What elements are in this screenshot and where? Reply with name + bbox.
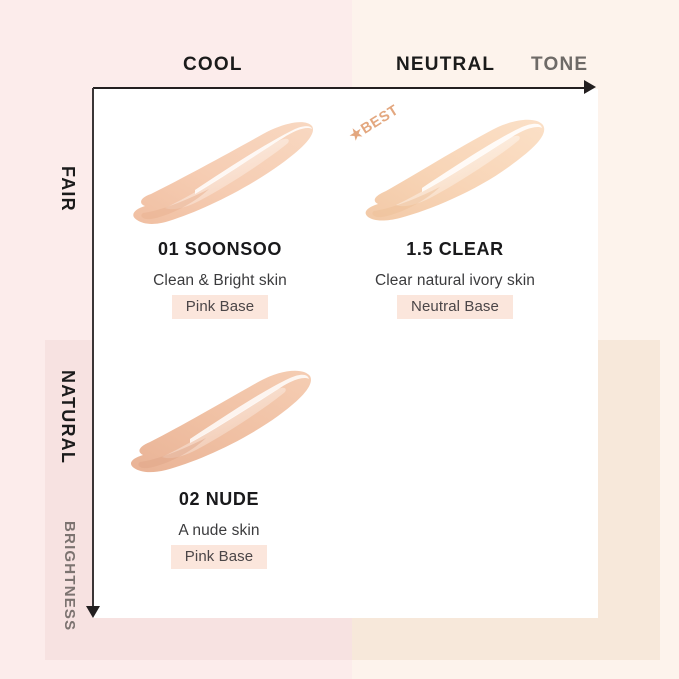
swatch-15-clear-icon xyxy=(365,119,545,221)
y-axis-title: BRIGHTNESS xyxy=(61,521,78,632)
x-tick-neutral: NEUTRAL xyxy=(396,54,496,75)
x-axis-line xyxy=(93,87,590,89)
base-badge-02: Pink Base xyxy=(170,545,268,569)
base-badge-15: Neutral Base xyxy=(397,295,513,319)
shade-cell-15-clear: ★BEST 1.5 CLE xyxy=(337,102,573,319)
x-tick-cool: COOL xyxy=(183,54,243,75)
y-axis-line xyxy=(92,88,94,610)
swatch-wrap-02 xyxy=(103,362,335,487)
shade-desc-02: A nude skin xyxy=(178,522,260,539)
shade-cell-02-nude: 02 NUDE A nude skin Pink Base xyxy=(103,362,335,569)
base-badge-01: Pink Base xyxy=(171,295,269,319)
shade-cell-01-soonsoo: 01 SOONSOO Clean & Bright skin Pink Base xyxy=(105,112,335,319)
shade-desc-15: Clear natural ivory skin xyxy=(374,272,536,289)
y-tick-fair: FAIR xyxy=(58,166,78,212)
swatch-wrap-15: ★BEST xyxy=(337,102,573,237)
swatch-01-soonsoo-icon xyxy=(133,122,314,224)
plot-area xyxy=(93,89,598,618)
x-axis-arrow-icon xyxy=(584,80,596,94)
y-tick-natural: NATURAL xyxy=(58,370,78,465)
y-axis-arrow-icon xyxy=(86,606,100,618)
x-axis-title: TONE xyxy=(531,54,589,75)
shade-name-01: 01 SOONSOO xyxy=(157,239,283,259)
swatch-02-nude-icon xyxy=(130,370,311,473)
shade-name-02: 02 NUDE xyxy=(178,489,260,509)
swatch-wrap-01 xyxy=(105,112,335,237)
shade-desc-01: Clean & Bright skin xyxy=(153,272,287,289)
shade-name-15: 1.5 CLEAR xyxy=(406,239,504,259)
